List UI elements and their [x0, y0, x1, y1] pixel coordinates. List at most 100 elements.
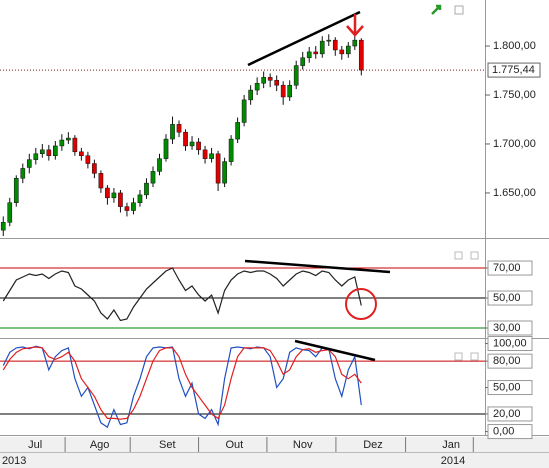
candle-body — [261, 77, 266, 84]
trend-line — [294, 339, 376, 362]
candle-body — [248, 89, 253, 101]
candle-body — [13, 177, 19, 203]
candle-body — [313, 51, 319, 55]
icon[interactable] — [431, 4, 442, 15]
candle-body — [339, 49, 345, 55]
label-box — [487, 336, 533, 352]
y-tick-label: 20,00 — [493, 408, 521, 420]
candle-body — [53, 145, 58, 156]
y-tick-label: 1.650,00 — [493, 187, 536, 199]
y-tick-label: 1.750,00 — [493, 89, 536, 101]
candle-body — [144, 182, 149, 196]
icon[interactable] — [454, 5, 464, 15]
candle-body — [183, 131, 188, 147]
last-value-label: 1.775,44 — [492, 64, 535, 76]
indicator-line — [2, 346, 362, 420]
label-box — [487, 424, 533, 440]
candle-body — [33, 153, 39, 160]
x-tick-label: Out — [225, 439, 243, 451]
y-tick-label: 70,00 — [493, 262, 521, 274]
candle-body — [124, 206, 130, 211]
candle-body — [209, 153, 214, 159]
candle-body — [202, 149, 208, 159]
candle-body — [176, 124, 182, 133]
candle-body — [358, 39, 364, 71]
label-box — [487, 62, 541, 78]
candle-body — [20, 168, 26, 179]
candle-body — [111, 192, 117, 199]
candle-body — [92, 163, 97, 174]
y-tick-label: 50,00 — [493, 292, 521, 304]
candle-body — [280, 84, 286, 98]
candle-body — [215, 153, 221, 184]
candle-body — [137, 194, 143, 203]
candle-body — [150, 171, 156, 184]
year-label: 2013 — [2, 455, 26, 467]
candle-body — [26, 159, 32, 168]
label-box — [487, 290, 533, 306]
candle-body — [254, 82, 260, 91]
candle-body — [267, 77, 273, 81]
plot-layer — [0, 34, 485, 429]
candle-body — [300, 57, 306, 66]
x-tick-label: Dez — [363, 439, 383, 451]
trend-line — [247, 10, 361, 67]
candle-body — [196, 141, 201, 151]
candle-body — [163, 138, 169, 159]
candle-body — [241, 99, 247, 123]
x-tick-label: Jan — [442, 439, 460, 451]
candle-body — [287, 84, 293, 98]
label-box — [487, 353, 533, 369]
y-tick-label: 0,00 — [493, 425, 514, 437]
candle-body — [274, 80, 280, 86]
candle-body — [345, 45, 351, 55]
candle-body — [79, 151, 84, 156]
candle-body — [85, 155, 91, 164]
highlight-circle — [345, 288, 377, 320]
year-label: 2014 — [441, 455, 465, 467]
y-tick-label: 1.700,00 — [493, 138, 536, 150]
red-arrow — [346, 14, 364, 37]
icon[interactable] — [470, 352, 479, 361]
candle-body — [7, 202, 13, 223]
x-tick-label: Jul — [28, 439, 42, 451]
x-tick-label: Set — [159, 439, 176, 451]
icon[interactable] — [470, 251, 479, 260]
candle-body — [352, 39, 358, 47]
x-tick-label: Nov — [293, 439, 313, 451]
candle-body — [72, 137, 78, 153]
candle-body — [0, 222, 6, 231]
candle-body — [39, 149, 45, 155]
candle-body — [105, 187, 110, 199]
candle-body — [66, 137, 71, 141]
icon[interactable] — [454, 352, 463, 361]
candle-body — [332, 39, 338, 51]
candle-body — [235, 122, 240, 140]
candle-body — [319, 40, 325, 55]
trend-line — [244, 259, 391, 274]
candle-body — [293, 65, 299, 86]
candle-body — [306, 51, 312, 59]
candle-body — [222, 161, 227, 184]
label-box — [487, 260, 533, 276]
label-box — [487, 380, 533, 396]
y-tick-label: 100,00 — [493, 337, 527, 349]
icon[interactable] — [454, 251, 463, 260]
candle-body — [326, 39, 332, 42]
indicator-line — [2, 267, 362, 322]
label-box — [487, 320, 533, 336]
candle-body — [46, 149, 52, 156]
candle-body — [189, 141, 195, 147]
y-tick-label: 80,00 — [493, 355, 521, 367]
candle-body — [228, 138, 234, 162]
label-box — [487, 406, 533, 422]
y-tick-label: 30,00 — [493, 322, 521, 334]
y-tick-label: 1.800,00 — [493, 40, 536, 52]
candle-body — [131, 202, 136, 211]
x-tick-label: Ago — [90, 439, 110, 451]
candle-body — [59, 139, 65, 147]
candle-body — [157, 158, 162, 172]
